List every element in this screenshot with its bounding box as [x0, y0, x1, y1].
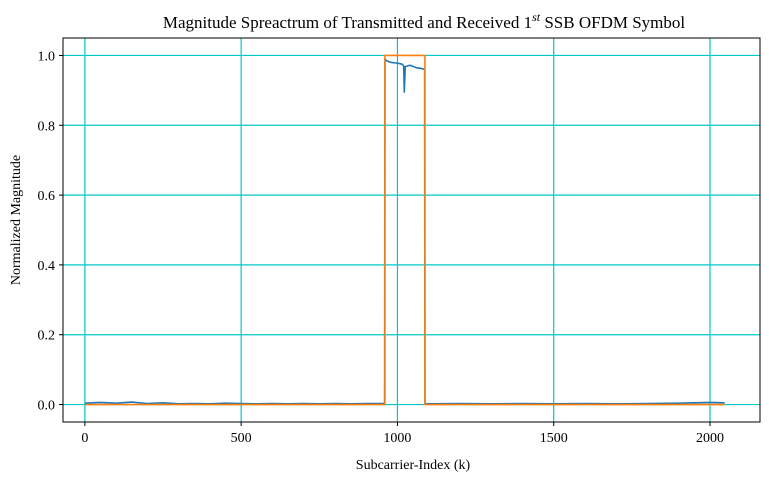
- chart-title: Magnitude Spreactrum of Transmitted and …: [163, 10, 686, 32]
- series-group: [84, 54, 725, 406]
- x-axis-label: Subcarrier-Index (k): [356, 458, 471, 473]
- y-tick-label: 0.2: [38, 329, 56, 344]
- x-tick-label: 1000: [383, 431, 411, 446]
- x-tick-label: 1500: [540, 431, 568, 446]
- ticks: 0 500 1000 1500 2000 0.0 0.2 0.4 0.6 0.8 1.0: [38, 49, 724, 446]
- y-tick-label: 1.0: [38, 49, 56, 64]
- y-tick-label: 0.4: [38, 259, 56, 274]
- y-tick-label: 0.0: [38, 399, 56, 414]
- x-tick-label: 2000: [696, 431, 724, 446]
- series-line-2: [84, 54, 725, 406]
- series-line-1: [84, 58, 725, 405]
- x-tick-label: 500: [231, 431, 252, 446]
- x-tick-label: 0: [81, 431, 88, 446]
- plot-frame: [62, 37, 761, 423]
- y-axis-label: Normalized Magnitude: [9, 155, 24, 285]
- y-tick-label: 0.6: [38, 189, 56, 204]
- y-tick-label: 0.8: [38, 119, 56, 134]
